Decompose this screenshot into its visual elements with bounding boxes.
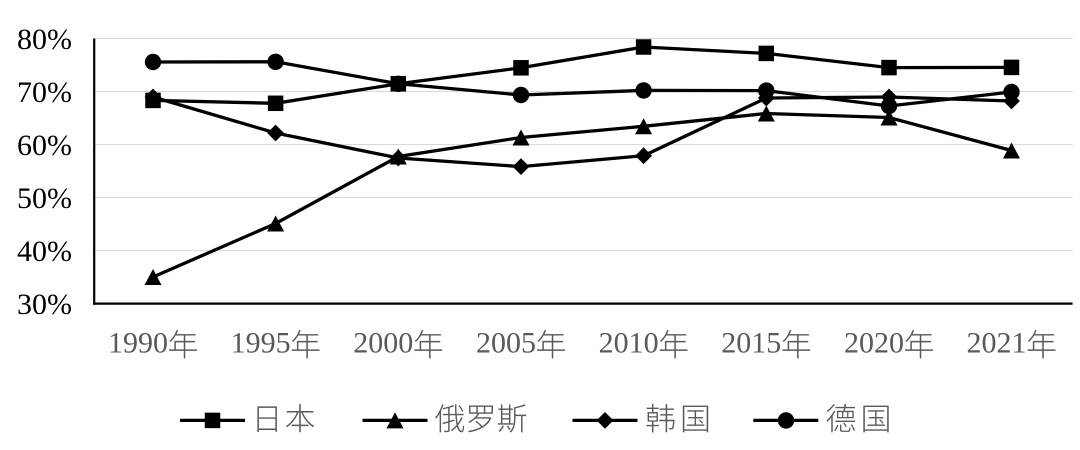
svg-text:70%: 70% bbox=[17, 76, 72, 109]
svg-text:1990: 1990 bbox=[108, 326, 168, 359]
svg-text:2000: 2000 bbox=[353, 326, 413, 359]
svg-text:2010: 2010 bbox=[599, 326, 659, 359]
svg-text:80%: 80% bbox=[17, 23, 72, 56]
svg-text:1995: 1995 bbox=[231, 326, 291, 359]
svg-text:2021: 2021 bbox=[967, 326, 1027, 359]
svg-text:2020: 2020 bbox=[844, 326, 904, 359]
svg-text:2005: 2005 bbox=[476, 326, 536, 359]
svg-text:60%: 60% bbox=[17, 129, 72, 162]
svg-text:2015: 2015 bbox=[721, 326, 781, 359]
svg-text:40%: 40% bbox=[17, 235, 72, 268]
svg-text:50%: 50% bbox=[17, 182, 72, 215]
svg-text:30%: 30% bbox=[17, 288, 72, 321]
